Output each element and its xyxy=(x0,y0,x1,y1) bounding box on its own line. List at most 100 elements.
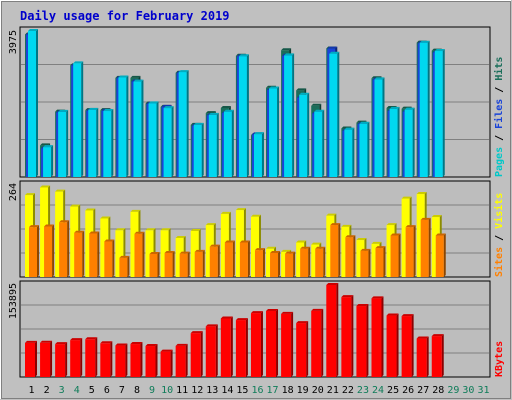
legend-entry: / xyxy=(494,229,505,247)
kbytes-bar xyxy=(190,333,201,377)
legend-entry: / xyxy=(494,129,505,147)
visits-bar-top xyxy=(40,185,51,188)
sites-bar-side xyxy=(308,246,311,277)
kbytes-bar xyxy=(416,338,427,377)
sites-bar xyxy=(270,252,279,277)
pages-bar xyxy=(178,72,187,177)
pages-bar xyxy=(103,111,112,177)
pages-bar-top xyxy=(58,109,69,112)
sites-bar xyxy=(300,248,309,277)
pages-bar-side xyxy=(397,106,400,177)
pages-bar xyxy=(269,88,278,177)
pages-bar-side xyxy=(352,127,355,177)
visits-bar-top xyxy=(130,209,141,212)
kbytes-bar-top xyxy=(70,338,83,341)
kbytes-bar-top xyxy=(175,343,188,346)
sites-bar-top xyxy=(149,252,160,254)
top-panel-max-label: 3975 xyxy=(8,30,19,54)
pages-bar xyxy=(43,147,52,177)
pages-bar-side xyxy=(36,29,38,177)
sites-bar xyxy=(420,219,429,277)
sites-bar-side xyxy=(383,246,386,277)
sites-bar-top xyxy=(179,251,190,254)
kbytes-bar xyxy=(130,344,141,377)
x-tick-label: 16 xyxy=(251,385,263,396)
pages-bar-side xyxy=(382,77,385,177)
x-tick-label: 14 xyxy=(221,385,233,396)
pages-bar-side xyxy=(81,61,84,177)
pages-bar-top xyxy=(133,79,144,82)
pages-bar xyxy=(359,123,368,177)
kbytes-bar-top xyxy=(145,344,158,347)
pages-bar xyxy=(404,109,413,177)
sites-bar-top xyxy=(239,240,250,243)
pages-bar-side xyxy=(231,109,234,177)
pages-bar-top xyxy=(103,109,114,112)
kbytes-bar xyxy=(266,310,277,377)
hits-bar-top xyxy=(130,75,141,78)
kbytes-bar-side xyxy=(230,316,233,377)
pages-bar xyxy=(193,124,202,177)
kbytes-bar-side xyxy=(140,342,143,377)
pages-bar-top xyxy=(148,101,159,104)
x-tick-label: 21 xyxy=(327,385,339,396)
sites-bar-top xyxy=(74,230,85,233)
visits-bar-top xyxy=(100,216,111,219)
x-tick-label: 13 xyxy=(206,385,218,396)
sites-bar-top xyxy=(224,240,235,243)
sites-bar xyxy=(149,254,158,277)
pages-bar-side xyxy=(292,53,295,177)
pages-bar-side xyxy=(412,107,415,177)
pages-bar-top xyxy=(344,127,355,130)
sites-bar xyxy=(119,257,128,277)
sites-bar-side xyxy=(37,225,39,277)
sites-bar-side xyxy=(52,224,55,277)
pages-bar xyxy=(73,63,82,177)
sites-bar-top xyxy=(375,246,386,249)
pages-bar xyxy=(163,108,172,177)
x-tick-label: 20 xyxy=(312,385,324,396)
sites-bar xyxy=(435,235,444,277)
pages-bar-side xyxy=(216,112,219,177)
pages-bar-top xyxy=(163,106,174,109)
kbytes-bar-top xyxy=(235,318,248,321)
pages-bar-side xyxy=(261,132,264,177)
pages-bar-side xyxy=(96,107,99,177)
sites-bar-side xyxy=(323,246,326,277)
hits-bar-top xyxy=(296,88,307,91)
visits-bar-top xyxy=(356,238,367,241)
sites-bar-top xyxy=(300,246,311,249)
visits-bar-top xyxy=(281,249,292,252)
sites-bar-top xyxy=(29,225,39,228)
sites-bar-side xyxy=(67,220,70,277)
x-tick-label: 28 xyxy=(432,385,444,396)
pages-bar xyxy=(314,111,323,177)
sites-bar-side xyxy=(353,235,356,277)
visits-bar-top xyxy=(401,196,412,199)
pages-bar-top xyxy=(434,49,445,52)
sites-bar-top xyxy=(209,244,220,247)
pages-bar xyxy=(88,109,97,177)
kbytes-bar-top xyxy=(85,337,98,340)
pages-bar-top xyxy=(178,70,189,73)
x-tick-label: 27 xyxy=(417,385,429,396)
kbytes-bar xyxy=(401,316,412,377)
sites-bar-top xyxy=(164,250,175,253)
sites-bar-side xyxy=(247,240,250,277)
pages-bar-side xyxy=(337,51,340,177)
kbytes-bar-side xyxy=(65,342,68,377)
kbytes-bar-side xyxy=(245,318,248,377)
pages-bar xyxy=(58,111,67,177)
x-tick-label: 11 xyxy=(176,385,188,396)
kbytes-bar-side xyxy=(200,331,203,377)
pages-bar xyxy=(223,111,232,177)
kbytes-bar-side xyxy=(125,343,128,377)
pages-bar xyxy=(434,51,443,177)
sites-bar xyxy=(89,233,98,277)
kbytes-bar xyxy=(386,315,397,377)
x-tick-label: 3 xyxy=(59,385,65,396)
kbytes-bar-top xyxy=(416,336,429,339)
pages-bar-side xyxy=(277,86,280,177)
x-tick-label: 29 xyxy=(447,385,459,396)
kbytes-bar-top xyxy=(371,296,384,299)
